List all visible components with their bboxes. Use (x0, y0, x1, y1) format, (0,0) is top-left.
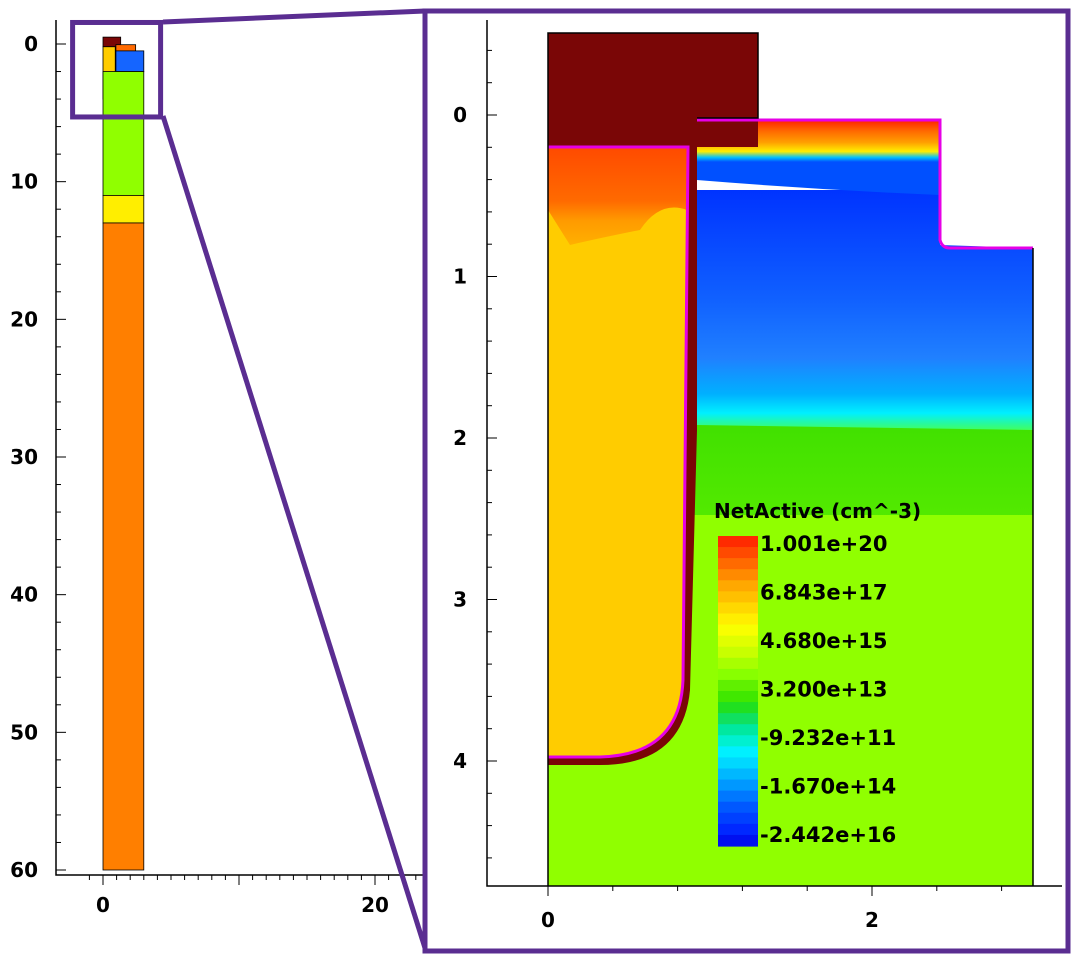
legend-color-swatch (718, 812, 758, 825)
legend-labels: 1.001e+20 6.843e+17 4.680e+15 3.200e+13 -9.2… (760, 532, 896, 847)
zoom-y-ticks: 0 1 2 3 4 (453, 49, 497, 859)
junction-line-p (548, 145, 690, 759)
region-transition (102, 195, 145, 224)
legend-color-swatch (718, 724, 758, 736)
legend-color-swatch (718, 702, 758, 714)
zoom-device-regions (547, 32, 1034, 886)
legend-label: 6.843e+17 (760, 581, 888, 605)
legend-color-swatch (718, 735, 758, 747)
legend-colorbar (718, 536, 758, 847)
legend-color-swatch (718, 768, 758, 781)
x-tick-label: 0 (541, 908, 555, 932)
y-tick-label: 4 (453, 749, 467, 773)
legend-color-swatch (718, 668, 758, 681)
oxide-liner (548, 120, 697, 765)
y-tick-label: 40 (10, 583, 38, 607)
x-tick-label: 20 (361, 893, 389, 917)
n-body-region (697, 190, 1033, 430)
legend-label: -9.232e+11 (760, 726, 896, 750)
overview-x-ticks: 0 20 (88, 875, 417, 917)
region-n-body (115, 50, 145, 72)
legend-color-swatch (718, 757, 758, 770)
y-tick-label: 20 (10, 307, 38, 331)
p-well-top (548, 147, 688, 245)
legend-color-swatch (718, 646, 758, 659)
oxide-cap (548, 33, 758, 147)
legend-color-swatch (718, 558, 758, 570)
legend-color-swatch (718, 713, 758, 725)
legend-color-swatch (718, 746, 758, 759)
zoom-connector-lines (160, 8, 428, 949)
y-tick-label: 60 (10, 858, 38, 882)
overview-axis-lines (55, 20, 425, 876)
legend-label: 1.001e+20 (760, 532, 888, 556)
legend-label: 4.680e+15 (760, 629, 888, 653)
legend-color-swatch (718, 779, 758, 792)
overview-device-regions (102, 36, 145, 871)
y-tick-label: 2 (453, 426, 467, 450)
legend-label: -1.670e+14 (760, 775, 896, 799)
y-tick-label: 50 (10, 720, 38, 744)
legend-title: NetActive (cm^-3) (714, 499, 921, 523)
y-tick-label: 0 (24, 32, 38, 56)
legend-color-swatch (718, 679, 758, 692)
y-tick-label: 10 (10, 170, 38, 194)
legend-color-swatch (718, 790, 758, 803)
zoom-selection-box (70, 19, 164, 120)
legend: NetActive (cm^-3) 1.001e+20 6.843e+17 4.68… (714, 499, 921, 847)
overview-panel: 0 20 0 10 20 30 40 50 60 (10, 19, 425, 917)
legend-color-swatch (718, 613, 758, 626)
legend-color-swatch (718, 624, 758, 637)
overview-axes (55, 20, 425, 876)
legend-color-swatch (718, 657, 758, 670)
legend-color-swatch (718, 569, 758, 581)
y-tick-label: 0 (453, 103, 467, 127)
x-tick-label: 2 (865, 908, 879, 932)
legend-color-swatch (718, 823, 758, 836)
legend-label: -2.442e+16 (760, 823, 896, 847)
region-epi (102, 71, 145, 196)
legend-color-swatch (718, 591, 758, 604)
region-n-top (115, 44, 137, 52)
legend-color-swatch (718, 536, 758, 548)
legend-color-swatch (718, 691, 758, 703)
legend-color-swatch (718, 635, 758, 648)
zoom-panel-frame (422, 8, 1071, 954)
legend-color-swatch (718, 547, 758, 559)
device-outline (547, 32, 1034, 886)
legend-color-swatch (718, 834, 758, 847)
legend-label: 3.200e+13 (760, 678, 888, 702)
legend-color-swatch (718, 602, 758, 615)
junction-line-n (697, 118, 1033, 250)
p-well-region (548, 147, 688, 757)
x-tick-label: 0 (96, 893, 110, 917)
connector-bottom (160, 115, 428, 949)
y-tick-label: 1 (453, 265, 467, 289)
overview-y-ticks: 0 10 20 30 40 50 60 (10, 32, 66, 882)
y-tick-label: 3 (453, 588, 467, 612)
y-tick-label: 30 (10, 445, 38, 469)
legend-color-swatch (718, 801, 758, 814)
legend-color-swatch (718, 580, 758, 592)
connector-top (162, 8, 426, 25)
region-substrate (102, 222, 145, 871)
